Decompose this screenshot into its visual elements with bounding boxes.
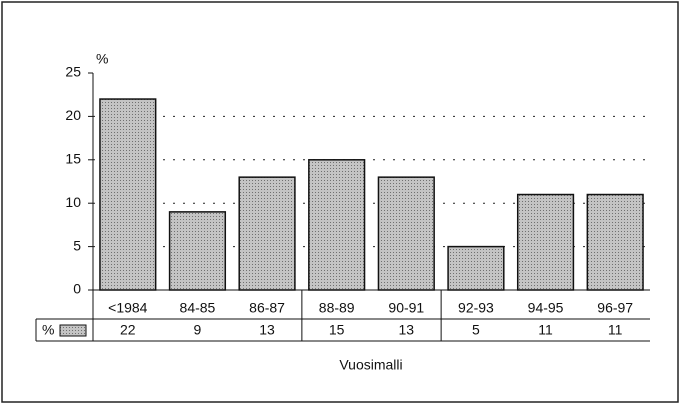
bar: [377, 176, 435, 291]
x-tick-label: 86-87: [249, 300, 285, 316]
x-axis-label: Vuosimalli: [339, 357, 402, 373]
y-tick-label: 5: [73, 237, 81, 253]
bar: [586, 193, 644, 291]
bar: [308, 159, 366, 291]
table-value: 13: [259, 322, 275, 338]
bar: [99, 98, 157, 291]
y-axis-label: %: [96, 51, 108, 67]
legend-swatch: [59, 324, 87, 337]
table-value: 5: [472, 322, 480, 338]
x-tick-label: 94-95: [528, 300, 564, 316]
x-tick-label: 96-97: [597, 300, 633, 316]
x-tick-label: 84-85: [180, 300, 216, 316]
table-value: 15: [329, 322, 345, 338]
x-tick-label: 90-91: [388, 300, 424, 316]
x-tick-label: <1984: [108, 300, 148, 316]
table-value: 9: [194, 322, 202, 338]
bar: [516, 193, 575, 291]
bar: [238, 176, 296, 291]
table-value: 11: [608, 322, 623, 338]
y-tick-label: 15: [65, 151, 81, 167]
bar: [447, 245, 505, 291]
x-tick-label: 88-89: [319, 300, 355, 316]
table-value: 13: [399, 322, 415, 338]
y-tick-label: 25: [65, 64, 81, 80]
y-tick-label: 20: [65, 107, 81, 123]
bar: [168, 211, 227, 291]
legend-label: %: [42, 322, 54, 338]
y-tick-label: 0: [73, 281, 81, 297]
table-value: 22: [120, 322, 136, 338]
y-tick-label: 10: [65, 194, 81, 210]
x-tick-label: 92-93: [458, 300, 494, 316]
table-value: 11: [538, 322, 553, 338]
